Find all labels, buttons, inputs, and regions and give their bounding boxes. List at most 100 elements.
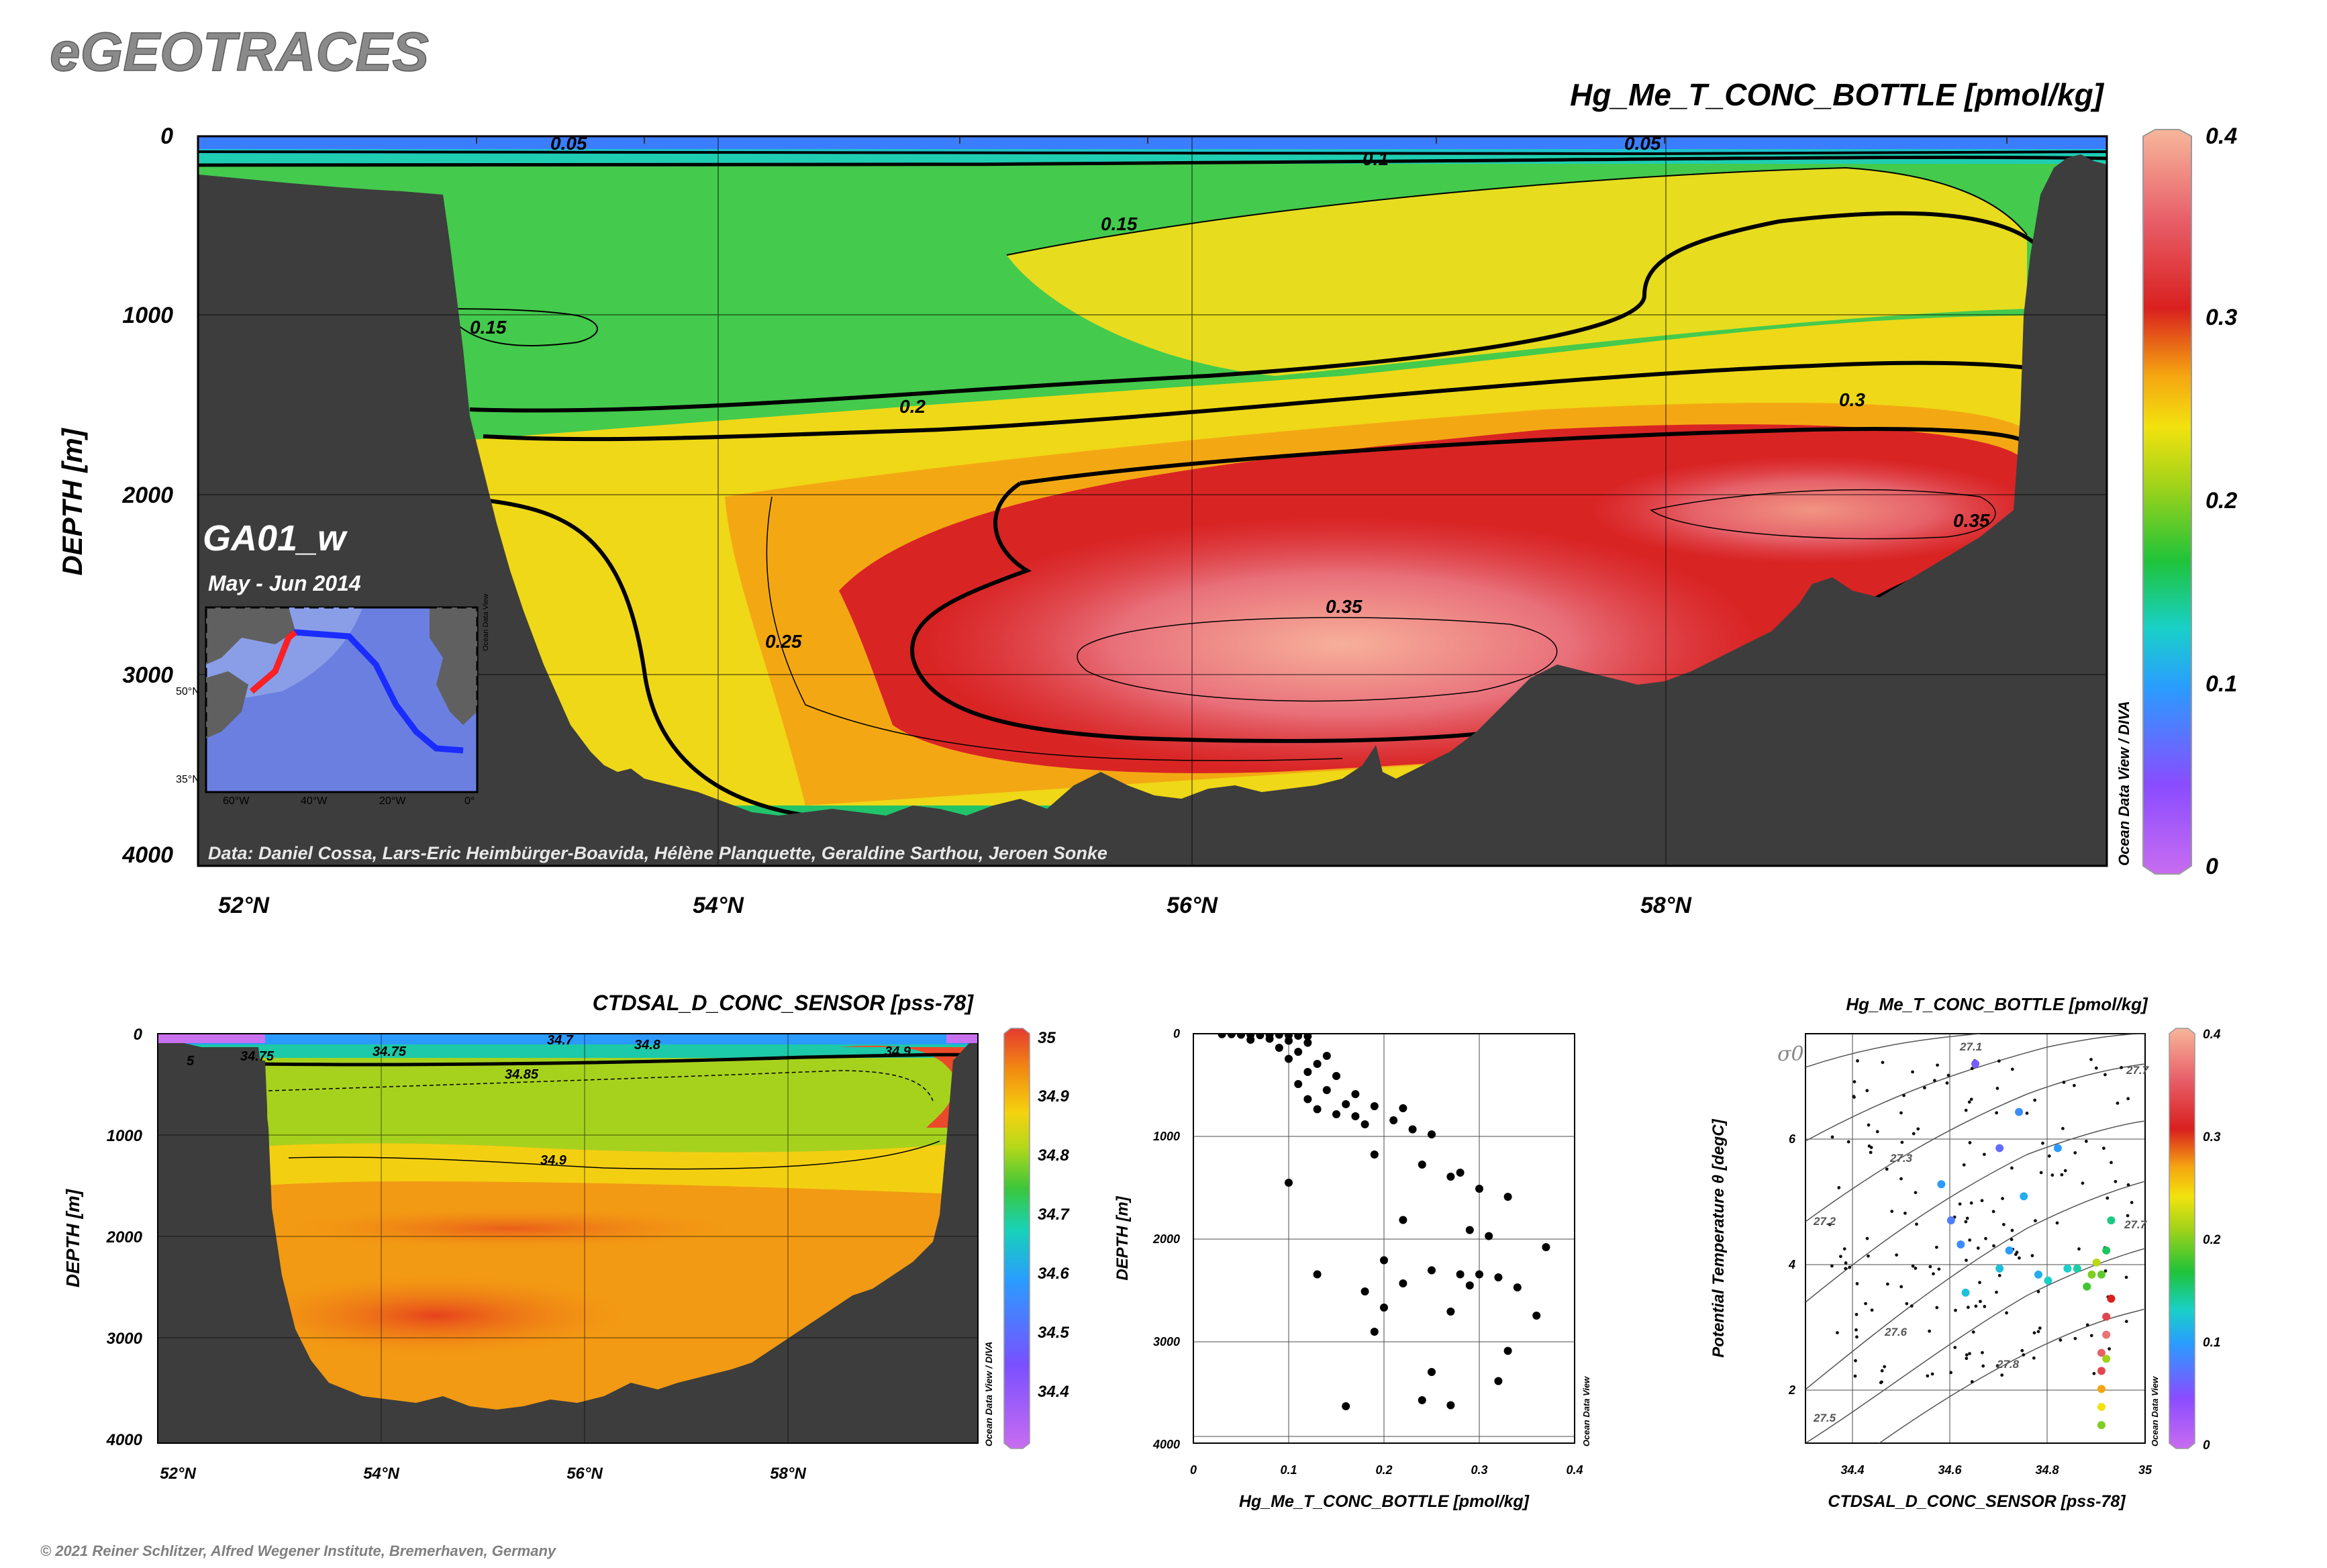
- ts-bottle-dot: [2038, 1326, 2042, 1330]
- ts-bottle-dot: [2061, 1126, 2065, 1130]
- y-tick-label: 0: [1173, 1027, 1180, 1040]
- ts-bottle-dot: [1880, 1369, 1884, 1373]
- ts-bottle-dot: [1928, 1329, 1932, 1333]
- ts-bottle-dot: [1852, 1080, 1856, 1084]
- x-tick-label: 58°N: [770, 1465, 806, 1483]
- sal-contour-labels: 34.75 34.7 34.8 34.85 34.9 34.9 34.75 5: [187, 1033, 911, 1168]
- ts-bottle-dot: [1965, 1259, 1968, 1262]
- profile-data-point: [1446, 1401, 1455, 1410]
- profile-data-point: [1275, 1034, 1283, 1039]
- profile-data-point: [1303, 1068, 1312, 1076]
- ts-data-point: [2102, 1355, 2111, 1363]
- ts-data-point: [2083, 1282, 2091, 1291]
- brand-logo: eGEOTRACES: [50, 21, 429, 83]
- profile-data-point: [1218, 1034, 1226, 1038]
- ts-bottle-dot: [2101, 1146, 2106, 1150]
- credits: Data: Daniel Cossa, Lars-Eric Heimbürger…: [208, 843, 1107, 863]
- y-tick-label: 2000: [1152, 1232, 1180, 1246]
- salinity-ylabel: DEPTH [m]: [62, 1188, 83, 1287]
- ts-bottle-dot: [1869, 1150, 1873, 1155]
- ts-bottle-dot: [1974, 1304, 1978, 1308]
- ts-bottle-dot: [1970, 1380, 1974, 1383]
- sal-core: [248, 1275, 624, 1356]
- salinity-plot: 34.75 34.7 34.8 34.85 34.9 34.9 34.75 5 …: [62, 1026, 994, 1483]
- ts-bottle-dot: [1928, 1265, 1932, 1269]
- sigma-label: σ0: [1777, 1042, 1804, 1066]
- ts-bottle-dot: [2103, 1073, 2107, 1077]
- profile-data-point: [1475, 1185, 1483, 1193]
- inset-land-greenland: [206, 607, 295, 665]
- cruise-label: GA01_w: [203, 518, 348, 558]
- ts-bottle-dot: [1854, 1312, 1859, 1316]
- ts-bottle-dot: [1991, 1210, 1995, 1214]
- x-tick-label: 0: [1190, 1463, 1197, 1477]
- ts-data-point: [1937, 1180, 1946, 1189]
- ts-bottle-dot: [2047, 1154, 2051, 1158]
- ts-bottle-dot: [2032, 1331, 2036, 1335]
- ts-bottle-dot: [2126, 1214, 2130, 1218]
- contour-label: 34.85: [505, 1067, 539, 1082]
- ts-bottle-dot: [1992, 1244, 1995, 1248]
- isopycnal-label: 27.5: [1813, 1412, 1836, 1424]
- ts-data-point: [2005, 1246, 2014, 1255]
- ts-bottle-dot: [2010, 1166, 2014, 1170]
- profile-data-point: [1227, 1034, 1236, 1038]
- ts-bottle-dot: [1936, 1063, 1939, 1067]
- ts-bottle-dot: [1911, 1070, 1914, 1074]
- ts-bottle-dot: [2010, 1067, 2014, 1071]
- profile-data-point: [1542, 1243, 1550, 1251]
- profile-data-point: [1351, 1112, 1360, 1120]
- ts-data-point: [2107, 1216, 2116, 1225]
- contour-label: 34.7: [547, 1033, 574, 1048]
- profile-data-point: [1294, 1080, 1303, 1088]
- main-grid: [198, 136, 2107, 866]
- ts-bottle-dot: [2033, 1098, 2037, 1102]
- ts-bottle-dot: [1976, 1246, 1980, 1250]
- ts-data-point: [2087, 1270, 2096, 1279]
- ts-bottle-dot: [1997, 1059, 2001, 1063]
- band-yellow-upper: [1007, 168, 2027, 376]
- x-tick-label: 56°N: [1167, 893, 1218, 918]
- ts-bottle-dot: [1995, 1290, 1998, 1294]
- ts-bottle-dot: [1830, 1135, 1834, 1139]
- ts-bottle-dot: [2010, 1228, 2014, 1232]
- ts-bottle-dot: [2103, 1269, 2108, 1273]
- profile-data-point: [1370, 1328, 1379, 1336]
- ts-data-point: [1995, 1144, 2004, 1153]
- ts-bottle-dot: [2108, 1347, 2112, 1351]
- ts-bottle-dot: [1995, 1364, 1999, 1368]
- y-tick-label: 2: [1788, 1383, 1795, 1397]
- ts-bottle-dot: [1844, 1267, 1848, 1271]
- ts-bottle-dot: [1890, 1210, 1894, 1214]
- x-tick-label: 34.8: [2035, 1463, 2059, 1477]
- ts-data-point: [2073, 1264, 2081, 1273]
- ts-bottle-dot: [1914, 1267, 1918, 1270]
- ts-bottle-dot: [1855, 1335, 1859, 1339]
- ts-bottle-dot: [2050, 1173, 2054, 1177]
- ts-bottle-dot: [2072, 1083, 2076, 1087]
- isopycnal-label: 27.7: [2124, 1218, 2148, 1231]
- colorbar-tick: 34.6: [1038, 1265, 1069, 1283]
- ts-bottle-dot: [2114, 1179, 2118, 1183]
- x-tick-label: 35: [2138, 1463, 2152, 1477]
- ts-bottle-dot: [1828, 1222, 1832, 1226]
- ts-bottle-dot: [1902, 1093, 1905, 1097]
- colorbar-tick: 34.7: [1038, 1206, 1070, 1224]
- sal-contour-34.75: [158, 1052, 978, 1067]
- profile-data-point: [1446, 1173, 1455, 1181]
- profile-data-point: [1322, 1086, 1331, 1094]
- profile-data-point: [1285, 1055, 1293, 1063]
- ts-bottle-dot: [2022, 1353, 2026, 1357]
- profile-data-point: [1322, 1052, 1331, 1060]
- ts-data-point: [2102, 1330, 2111, 1339]
- profile-data-point: [1380, 1256, 1388, 1265]
- ts-data-point: [2020, 1192, 2028, 1201]
- ts-bottle-dot: [1934, 1245, 1938, 1249]
- contour-label: 34.75: [240, 1049, 275, 1064]
- contour-label: 0.35: [1326, 596, 1363, 617]
- ts-bottle-dot: [2001, 1197, 2004, 1200]
- salinity-field: [158, 1034, 978, 1443]
- x-tick-label: 34.6: [1938, 1463, 1962, 1477]
- sal-surface: [158, 1034, 978, 1047]
- ts-bottle-dot: [2092, 1371, 2096, 1375]
